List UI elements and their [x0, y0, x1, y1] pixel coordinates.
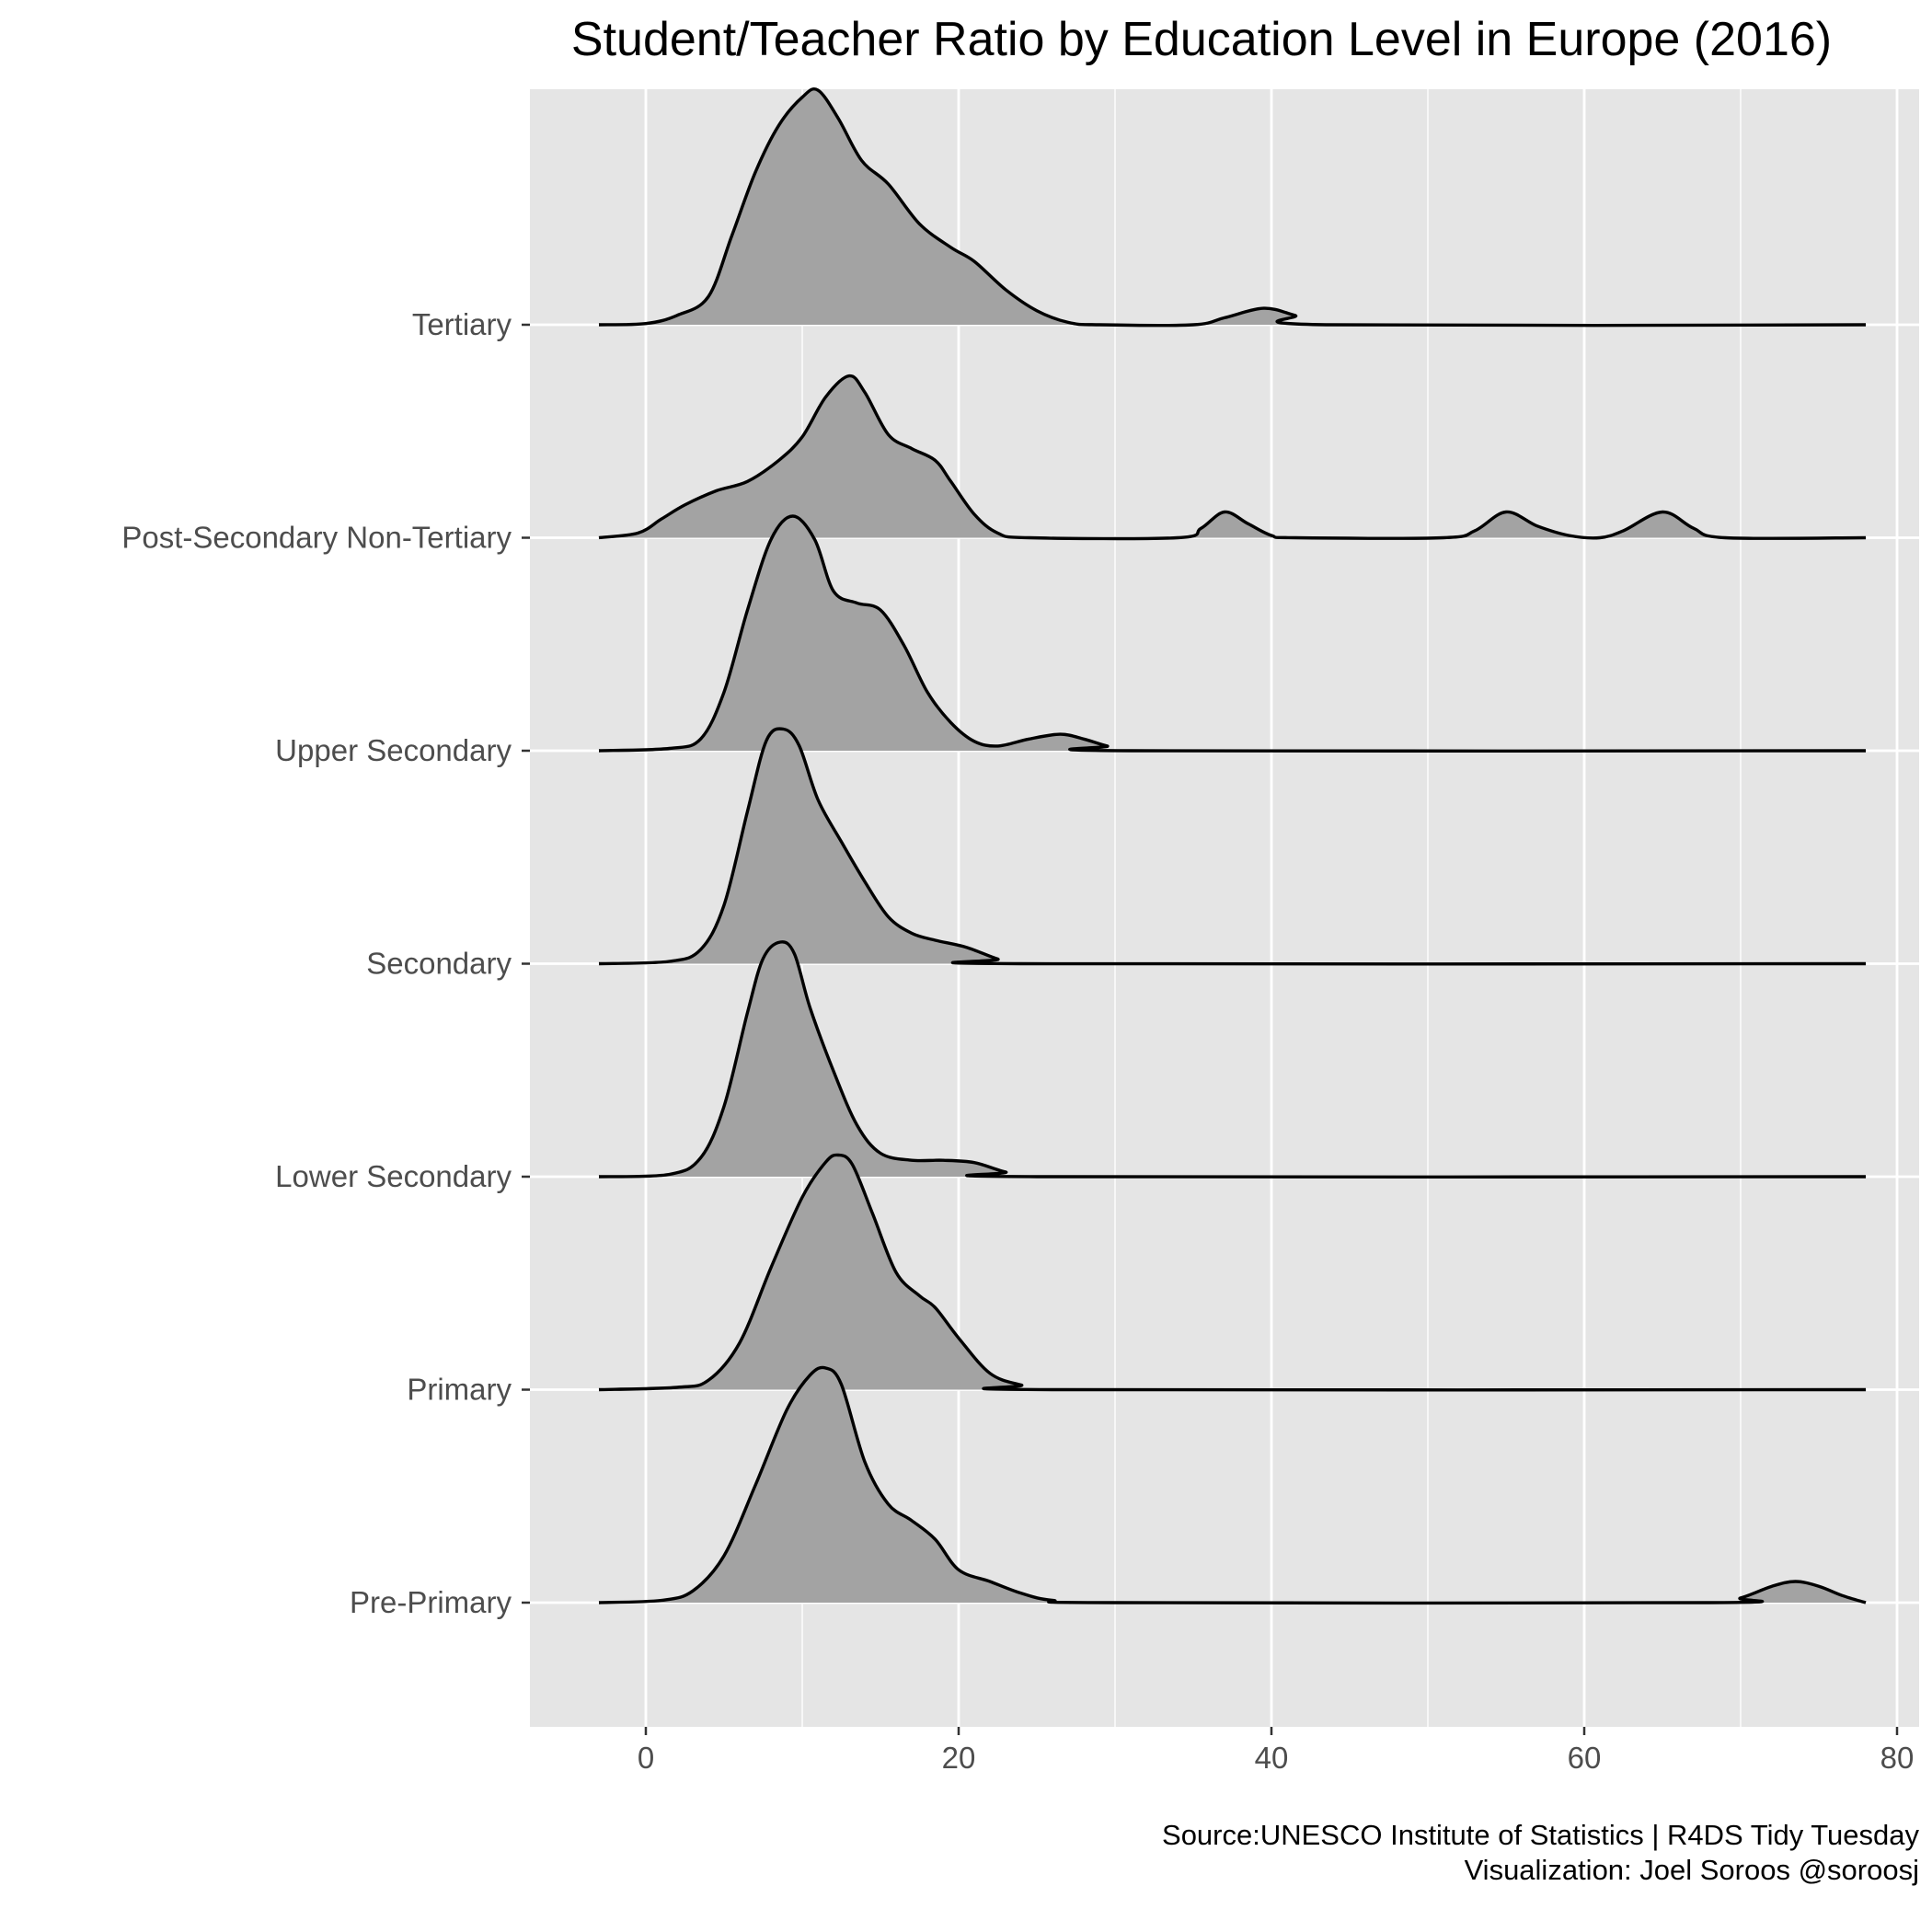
- ridge-lower-secondary: [598, 940, 1867, 1179]
- y-tick-label-lower-secondary: Lower Secondary: [275, 1159, 512, 1193]
- x-tick-label-60: 60: [1568, 1741, 1602, 1775]
- y-tick-label-post-secondary-non-tertiary: Post-Secondary Non-Tertiary: [121, 521, 512, 555]
- ridge-primary: [598, 1153, 1867, 1392]
- ridge-upper-secondary: [598, 514, 1867, 753]
- ridge-line-pre-primary: [598, 1365, 1867, 1605]
- ridges: [598, 87, 1867, 1605]
- ridge-fill-upper-secondary: [599, 516, 1866, 752]
- x-tick-label-0: 0: [638, 1741, 654, 1775]
- x-tick-label-20: 20: [942, 1741, 976, 1775]
- x-axis: 0 20 40 60 80: [638, 1727, 1915, 1775]
- ridge-line-tertiary: [598, 87, 1867, 328]
- ridge-fill-primary: [599, 1155, 1866, 1390]
- ridge-fill-pre-primary: [599, 1367, 1866, 1604]
- ridge-line-secondary: [598, 727, 1867, 966]
- ridge-line-lower-secondary: [598, 940, 1867, 1179]
- y-tick-label-primary: Primary: [407, 1373, 512, 1407]
- ridge-tertiary: [598, 87, 1867, 328]
- ridge-line-primary: [598, 1153, 1867, 1392]
- caption-credit: Visualization: Joel Soroos @soroosj: [1465, 1854, 1919, 1886]
- ridge-fill-tertiary: [599, 88, 1866, 326]
- ridge-fill-lower-secondary: [599, 941, 1866, 1178]
- y-tick-label-pre-primary: Pre-Primary: [350, 1585, 512, 1619]
- x-tick-label-40: 40: [1255, 1741, 1289, 1775]
- y-tick-label-secondary: Secondary: [366, 947, 512, 981]
- ridge-post-secondary-non-tertiary: [598, 374, 1867, 541]
- x-tick-label-80: 80: [1880, 1741, 1915, 1775]
- chart-title: Student/Teacher Ratio by Education Level…: [571, 13, 1832, 66]
- caption-source: Source:UNESCO Institute of Statistics | …: [1162, 1819, 1919, 1851]
- y-axis: Pre-Primary Primary Lower Secondary Seconda…: [121, 307, 530, 1619]
- ridge-pre-primary: [598, 1365, 1867, 1605]
- ridge-line-post-secondary-non-tertiary: [598, 374, 1867, 541]
- y-tick-label-tertiary: Tertiary: [412, 307, 512, 341]
- ridge-fill-secondary: [599, 729, 1866, 964]
- ridge-fill-post-secondary-non-tertiary: [599, 375, 1866, 539]
- y-tick-label-upper-secondary: Upper Secondary: [275, 733, 512, 767]
- ridge-line-upper-secondary: [598, 514, 1867, 753]
- ridge-secondary: [598, 727, 1867, 966]
